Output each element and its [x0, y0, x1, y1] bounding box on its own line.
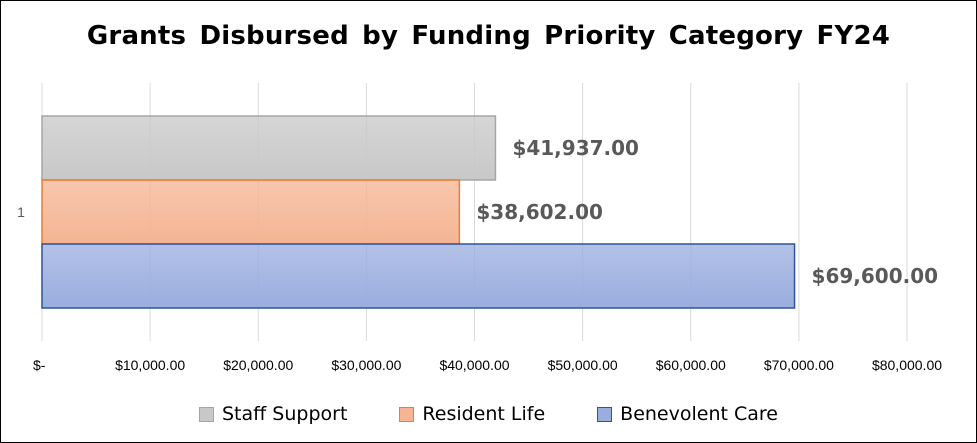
x-tick-label: $20,000.00: [223, 357, 293, 373]
x-tick-label: $80,000.00: [872, 357, 942, 373]
data-label: $69,600.00: [812, 264, 939, 288]
legend-label: Staff Support: [222, 403, 348, 425]
legend-label: Benevolent Care: [620, 403, 778, 425]
x-tick-label: $-: [33, 357, 46, 373]
x-tick-label: $50,000.00: [548, 357, 618, 373]
chart-title: Grants Disbursed by Funding Priority Cat…: [86, 21, 891, 51]
x-tick-label: $70,000.00: [764, 357, 834, 373]
legend-item: Benevolent Care: [597, 403, 778, 425]
legend-swatch: [199, 406, 214, 422]
x-axis-ticks: $- $10,000.00 $20,000.00 $30,000.00 $40,000.…: [33, 357, 942, 373]
data-label: $41,937.00: [512, 136, 639, 160]
legend-swatch: [597, 406, 613, 422]
bar-benevolent-care: [41, 243, 796, 309]
bar-staff-support: [41, 115, 497, 181]
x-tick-label: $60,000.00: [656, 357, 726, 373]
x-tick-label: $10,000.00: [115, 357, 185, 373]
data-labels: $41,937.00 $38,602.00 $69,600.00: [476, 136, 938, 288]
legend-item: Resident Life: [399, 403, 545, 425]
data-label: $38,602.00: [476, 200, 603, 224]
x-tick-label: $30,000.00: [331, 357, 401, 373]
plot-area: $41,937.00 $38,602.00 $69,600.00 $- $10,000…: [17, 83, 942, 373]
bars: [41, 115, 796, 309]
y-axis-categories: 1: [17, 204, 25, 220]
legend-swatch: [399, 406, 415, 422]
y-category-label: 1: [17, 204, 25, 220]
legend-item: Staff Support: [199, 403, 347, 425]
legend-label: Resident Life: [422, 403, 546, 425]
bar-resident-life: [41, 179, 461, 245]
x-tick-label: $40,000.00: [439, 357, 509, 373]
legend: Staff Support Resident Life Benevolent Car…: [1, 403, 976, 425]
